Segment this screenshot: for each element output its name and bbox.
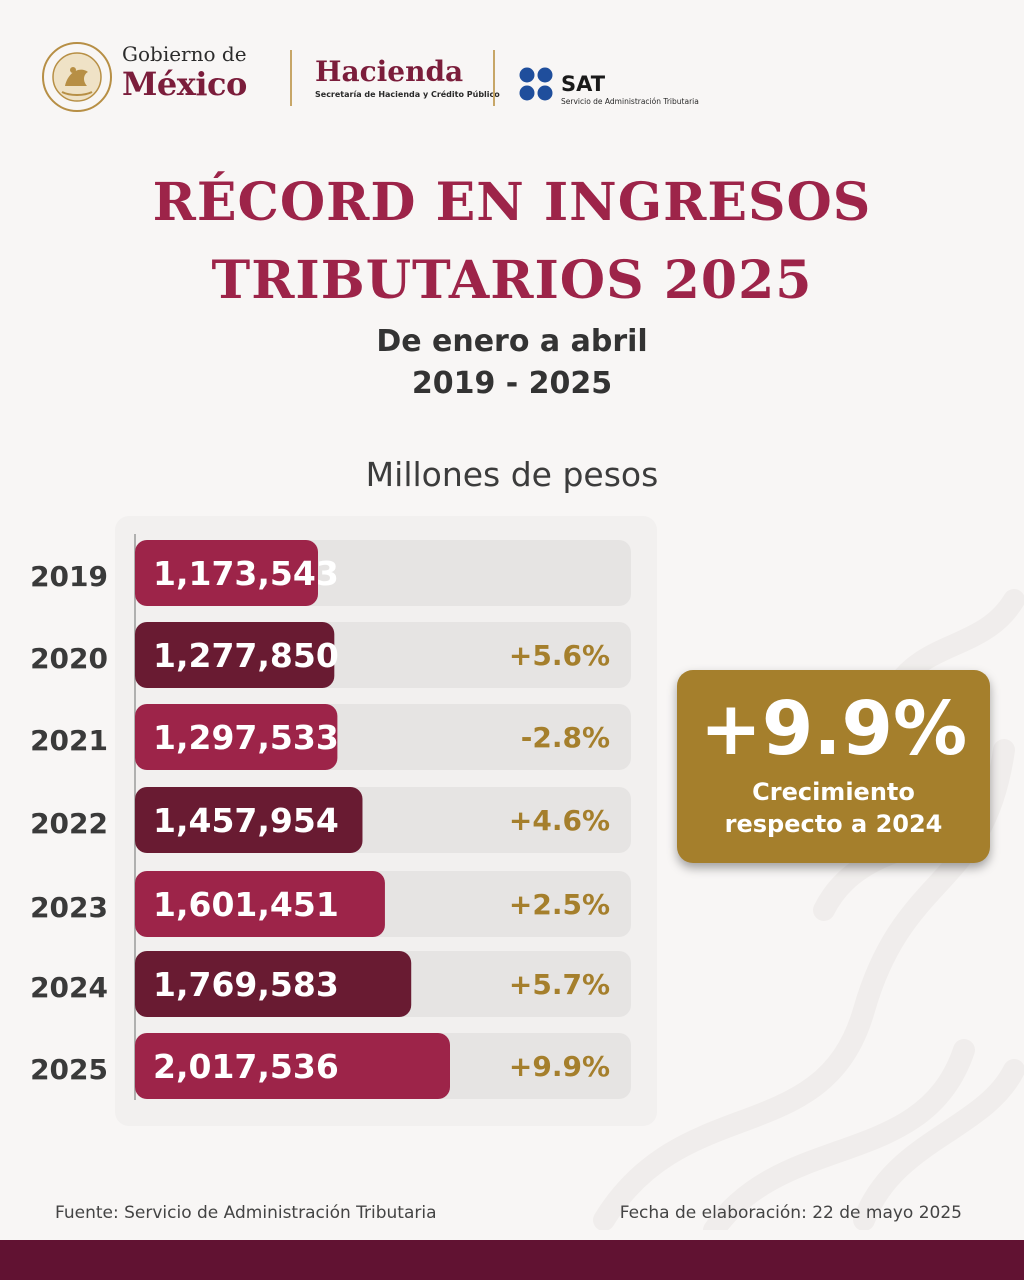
gobierno-de-mexico-logo: Gobierno de México [122, 44, 247, 100]
bar [135, 622, 335, 688]
bar-value-label: 1,769,583 [153, 965, 339, 1004]
year-tick-label: 2019 [30, 560, 108, 593]
mexico-seal-icon [42, 42, 112, 112]
sat-name: SAT [561, 72, 606, 96]
bar [135, 540, 318, 606]
change-label: +9.9% [509, 1050, 610, 1083]
year-tick-label: 2021 [30, 724, 108, 757]
growth-label-line2: respecto a 2024 [724, 810, 943, 838]
gobierno-line1: Gobierno de [122, 42, 247, 66]
year-tick-label: 2023 [30, 891, 108, 924]
hacienda-subtitle: Secretaría de Hacienda y Crédito Público [315, 90, 500, 99]
sat-subtitle: Servicio de Administración Tributaria [561, 97, 699, 106]
change-label: -2.8% [521, 721, 610, 754]
bar-value-label: 1,173,543 [153, 554, 339, 593]
bar-value-label: 1,601,451 [153, 885, 339, 924]
page-title-line1: RÉCORD EN INGRESOS [152, 172, 872, 233]
bar-value-label: 1,457,954 [153, 801, 339, 840]
header-logos: Gobierno de México Hacienda Secretaría d… [40, 38, 740, 118]
change-label: +2.5% [509, 888, 610, 921]
bar-value-label: 1,277,850 [153, 636, 339, 675]
year-tick-label: 2025 [30, 1053, 108, 1086]
units-label: Millones de pesos [365, 455, 659, 494]
page-title-line2: TRIBUTARIOS 2025 [211, 250, 813, 311]
bar [135, 1033, 450, 1099]
bar [135, 704, 338, 770]
change-label: +4.6% [509, 804, 610, 837]
sat-dots-icon [519, 67, 553, 101]
bar-value-label: 2,017,536 [153, 1047, 339, 1086]
change-label: +5.7% [509, 968, 610, 1001]
logo-divider [493, 50, 495, 106]
hacienda-name: Hacienda [315, 55, 464, 88]
logo-divider [290, 50, 292, 106]
growth-value: +9.9% [699, 686, 968, 772]
sat-logo: SAT Servicio de Administración Tributari… [561, 72, 699, 107]
subtitle-years: 2019 - 2025 [411, 366, 613, 401]
bar-value-label: 1,297,533 [153, 718, 339, 757]
footer-band [0, 1240, 1024, 1280]
gobierno-line2: México [122, 65, 247, 103]
hacienda-logo: Hacienda Secretaría de Hacienda y Crédit… [315, 55, 500, 100]
year-tick-label: 2024 [30, 971, 108, 1004]
bar [135, 871, 385, 937]
year-tick-label: 2022 [30, 807, 108, 840]
change-label: +5.6% [509, 639, 610, 672]
year-tick-label: 2020 [30, 642, 108, 675]
growth-label-line1: Crecimiento [752, 778, 915, 806]
source-note: Fuente: Servicio de Administración Tribu… [55, 1203, 437, 1223]
subtitle-period: De enero a abril [376, 324, 648, 359]
date-note: Fecha de elaboración: 22 de mayo 2025 [619, 1203, 962, 1223]
growth-callout: +9.9% Crecimiento respecto a 2024 [677, 670, 990, 863]
bar [135, 787, 363, 853]
bar [135, 951, 412, 1017]
